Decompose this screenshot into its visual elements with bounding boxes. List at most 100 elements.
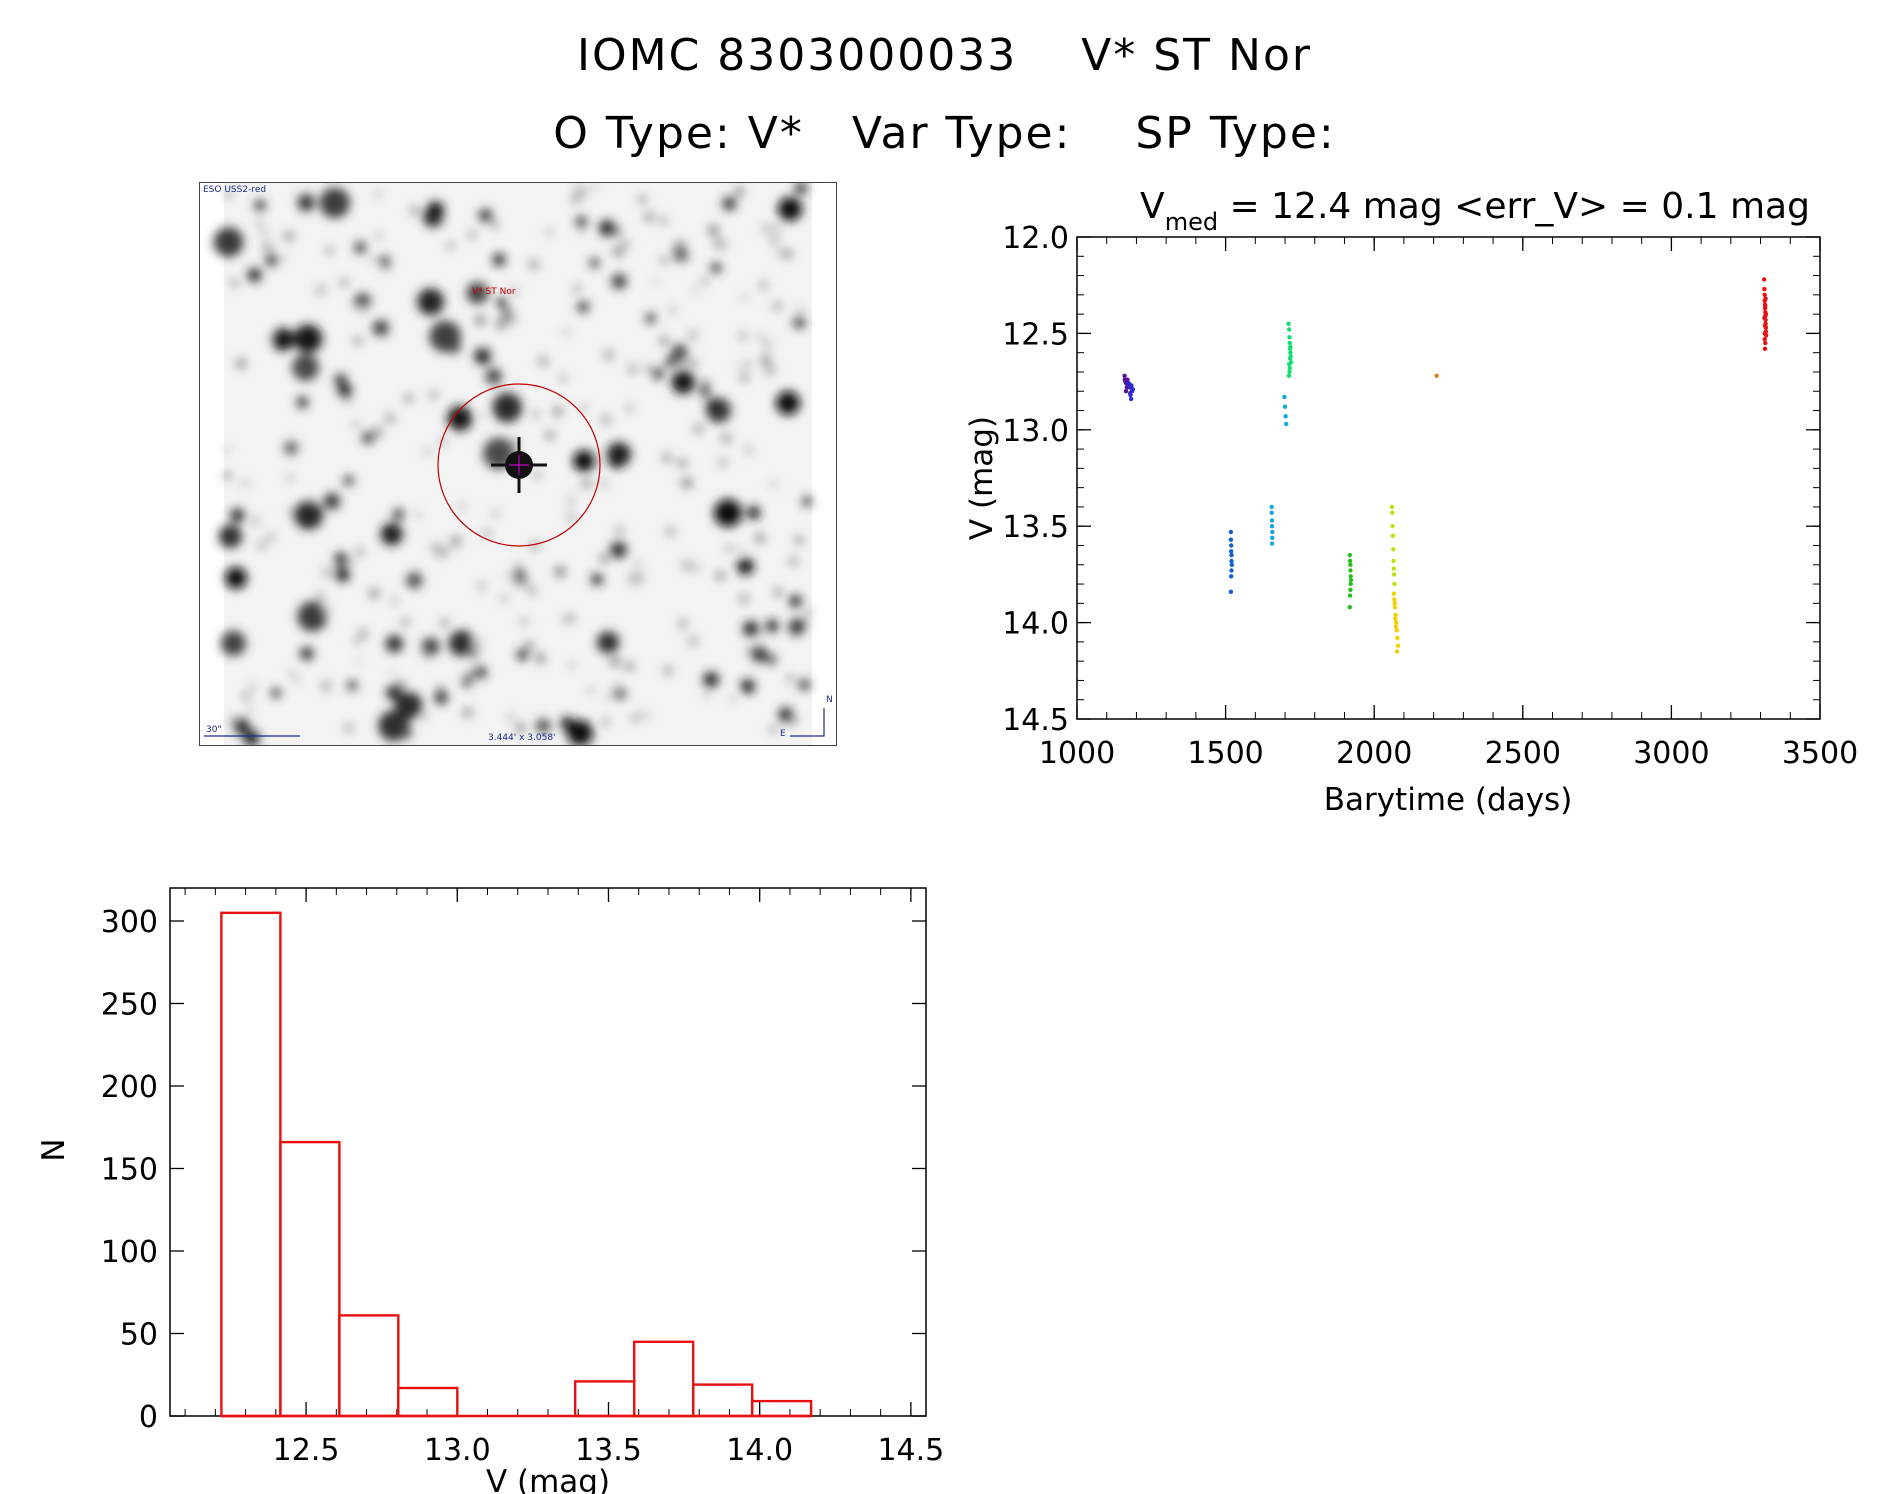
- compass-icon: [790, 708, 825, 737]
- lc-data-point: [1229, 549, 1234, 554]
- field-star: [796, 306, 805, 315]
- field-star: [496, 297, 507, 308]
- field-star: [426, 201, 445, 219]
- field-star: [519, 576, 530, 587]
- lc-data-point: [1392, 597, 1397, 602]
- field-star: [776, 248, 783, 255]
- field-star: [385, 635, 404, 653]
- lc-data-point: [1287, 365, 1292, 371]
- field-star: [323, 493, 341, 510]
- lc-data-point: [1229, 552, 1234, 558]
- lc-data-point: [1287, 335, 1292, 340]
- lc-data-point: [1763, 311, 1769, 317]
- field-star: [410, 206, 419, 215]
- field-star: [343, 475, 354, 486]
- lc-data-point: [1270, 529, 1275, 535]
- scale-label: 30": [206, 725, 222, 735]
- field-star: [567, 513, 575, 521]
- field-star: [682, 477, 692, 488]
- lc-x-axis-label: Barytime (days): [1324, 782, 1573, 818]
- field-star: [783, 249, 793, 259]
- field-star: [532, 470, 542, 480]
- field-star: [515, 562, 522, 569]
- lc-data-point: [1288, 350, 1293, 355]
- hist-bar: [750, 1399, 813, 1418]
- field-star: [247, 268, 262, 282]
- field-star: [580, 405, 587, 411]
- lc-data-point: [1348, 574, 1353, 579]
- field-star: [641, 712, 648, 719]
- field-star: [442, 545, 452, 555]
- hist-x-axis-label: V (mag): [486, 1464, 610, 1494]
- field-star: [599, 479, 608, 488]
- field-star: [344, 723, 353, 733]
- field-star: [385, 413, 395, 423]
- field-star: [568, 491, 574, 497]
- field-star: [233, 717, 250, 735]
- field-star: [243, 730, 260, 747]
- field-star: [260, 228, 268, 236]
- field-star: [437, 685, 444, 693]
- field-star: [577, 300, 590, 313]
- field-star: [652, 278, 659, 284]
- field-star: [692, 287, 700, 294]
- field-star: [517, 649, 529, 660]
- field-star: [242, 480, 248, 486]
- lc-data-point: [1348, 581, 1353, 587]
- lc-data-point: [1270, 535, 1275, 540]
- lc-data-point: [1762, 315, 1767, 321]
- field-star: [757, 334, 763, 340]
- field-star: [334, 373, 348, 387]
- lc-data-point: [1282, 404, 1288, 409]
- field-star: [401, 617, 410, 627]
- field-star: [751, 646, 768, 663]
- lc-data-point: [1393, 624, 1399, 629]
- field-star: [254, 199, 266, 211]
- field-star: [571, 195, 579, 203]
- field-star: [643, 364, 653, 374]
- field-star: [462, 707, 473, 718]
- field-star: [602, 718, 610, 726]
- lc-data-point: [1288, 344, 1293, 350]
- field-star: [689, 359, 698, 368]
- field-star: [496, 318, 507, 330]
- lc-data-point: [1394, 649, 1400, 654]
- lc-data-point: [1287, 340, 1292, 346]
- hist-y-axis-label: N: [36, 1138, 72, 1161]
- field-star: [434, 690, 448, 705]
- field-star: [787, 675, 794, 682]
- field-star: [300, 646, 314, 661]
- field-star: [591, 183, 598, 191]
- field-star: [773, 302, 782, 310]
- field-star: [606, 442, 631, 467]
- lc-data-point: [1128, 391, 1133, 396]
- lc-data-point: [1228, 537, 1234, 542]
- field-star: [224, 472, 232, 480]
- finding-chart: ESO USS2-red V* ST Nor 30" 3.444' x 3.05…: [199, 182, 837, 747]
- field-star: [572, 284, 581, 293]
- field-star: [218, 524, 242, 549]
- field-star: [430, 391, 438, 399]
- field-star: [635, 561, 640, 567]
- field-star: [472, 638, 483, 649]
- field-star: [263, 242, 273, 252]
- bright-star: [714, 499, 742, 527]
- field-star: [672, 246, 688, 262]
- field-star: [764, 341, 771, 348]
- lc-data-point: [1390, 533, 1396, 538]
- lc-y-axis-label: V (mag): [964, 416, 1000, 540]
- field-star: [531, 411, 540, 419]
- field-star: [247, 707, 253, 713]
- field-star: [674, 240, 686, 252]
- field-star: [225, 191, 232, 198]
- lc-data-point: [1229, 543, 1234, 548]
- field-star: [288, 669, 296, 677]
- field-star: [499, 594, 509, 604]
- lc-title: Vmed = 12.4 mag <err_V> = 0.1 mag: [1140, 186, 1810, 236]
- lc-data-point: [1228, 589, 1234, 594]
- field-star: [638, 195, 647, 204]
- field-star: [554, 566, 566, 577]
- lc-data-point: [1394, 620, 1399, 625]
- field-star: [461, 676, 473, 688]
- field-star: [759, 281, 768, 290]
